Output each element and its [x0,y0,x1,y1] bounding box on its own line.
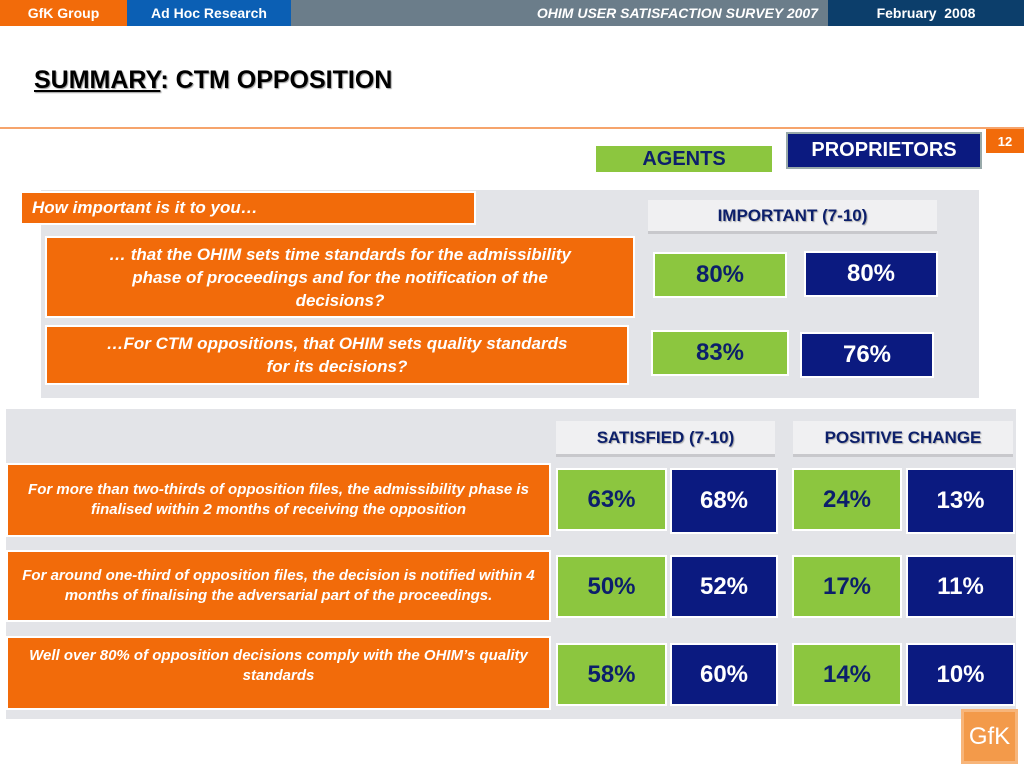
satisfaction-statement-1: For more than two-thirds of opposition f… [6,463,551,537]
survey-title: OHIM USER SATISFACTION SURVEY 2007 [536,5,818,21]
satisfied-3-agents: 58% [556,643,667,706]
satisfaction-statement-3: Well over 80% of opposition decisions co… [6,636,551,710]
important-column-header: IMPORTANT (7-10) [648,200,937,234]
change-2-agents: 17% [792,555,902,618]
importance-statement-1: … that the OHIM sets time standards for … [45,236,635,318]
importance-statement-2: …For CTM oppositions, that OHIM sets qua… [45,325,629,385]
importance-1-proprietors: 80% [804,251,938,297]
importance-2-agents: 83% [651,330,789,376]
change-3-agents: 14% [792,643,902,706]
page-number: 12 [986,129,1024,153]
satisfied-3-proprietors: 60% [670,643,778,706]
satisfied-2-agents: 50% [556,555,667,618]
satisfied-1-proprietors: 68% [670,468,778,534]
importance-1-agents: 80% [653,252,787,298]
change-2-proprietors: 11% [906,555,1015,618]
page-title: SUMMARY: CTM OPPOSITION [34,66,392,95]
brand-label: GfK Group [0,0,127,26]
legend-agents: AGENTS [596,146,772,172]
change-1-agents: 24% [792,468,902,531]
satisfied-2-proprietors: 52% [670,555,778,618]
change-1-proprietors: 13% [906,468,1015,534]
date-label: February 2008 [828,0,1024,26]
gfk-logo: GfK [961,709,1018,764]
title-divider [0,127,1024,129]
change-3-proprietors: 10% [906,643,1015,706]
page-title-underlined: SUMMARY [34,66,161,94]
satisfied-1-agents: 63% [556,468,667,531]
page-title-rest: : CTM OPPOSITION [160,66,393,94]
division-label: Ad Hoc Research [127,0,291,26]
satisfied-column-header: SATISFIED (7-10) [556,421,775,457]
satisfaction-statement-2: For around one-third of opposition files… [6,550,551,622]
positive-change-column-header: POSITIVE CHANGE [793,421,1013,457]
importance-2-proprietors: 76% [800,332,934,378]
importance-question: How important is it to you… [20,191,476,225]
legend-proprietors: PROPRIETORS [786,132,982,169]
